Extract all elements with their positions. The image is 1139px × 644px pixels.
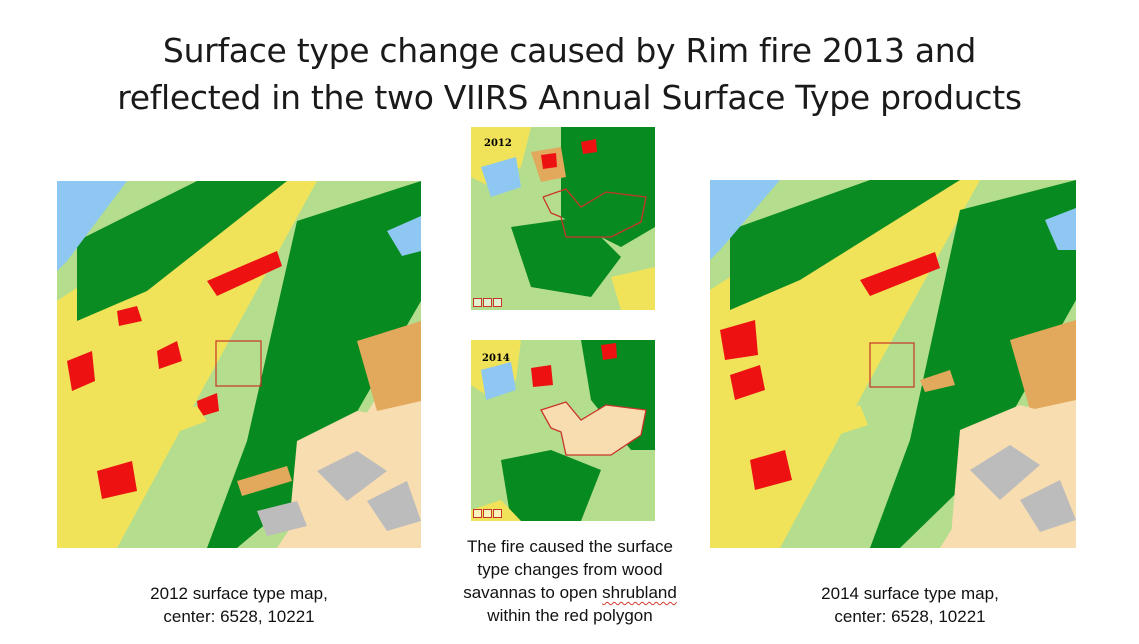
center-caption-line-3a: savannas to open (463, 583, 603, 602)
grid-icon (473, 298, 482, 307)
inset-tool-icons-2012 (473, 298, 502, 307)
grid-icon (473, 509, 482, 518)
inset-year-label-2012: 2012 (484, 138, 512, 149)
grid-icon (483, 509, 492, 518)
map-2014-surface-type (710, 180, 1076, 548)
slide-title-line-2: reflected in the two VIIRS Annual Surfac… (117, 78, 1022, 117)
map-2012-surface-type (57, 181, 421, 548)
center-caption-line-3: savannas to open shrubland (432, 581, 708, 604)
inset-year-label-2014: 2014 (482, 353, 510, 364)
inset-tool-icons-2014 (473, 509, 502, 518)
center-caption-line-4: within the red polygon (487, 606, 653, 625)
left-map-caption: 2012 surface type map, center: 6528, 102… (109, 582, 369, 628)
left-caption-line-2: center: 6528, 10221 (163, 607, 315, 626)
left-caption-line-1: 2012 surface type map, (150, 584, 328, 603)
right-map-caption: 2014 surface type map, center: 6528, 102… (780, 582, 1040, 628)
grid-icon (493, 509, 502, 518)
center-caption-line-2: type changes from wood (477, 560, 663, 579)
slide-title-line-1: Surface type change caused by Rim fire 2… (162, 31, 977, 70)
right-caption-line-2: center: 6528, 10221 (834, 607, 986, 626)
grid-icon (493, 298, 502, 307)
inset-map-2012: 2012 (471, 127, 655, 310)
grid-icon (483, 298, 492, 307)
right-caption-line-1: 2014 surface type map, (821, 584, 999, 603)
spellcheck-flagged-word: shrubland (602, 583, 677, 602)
center-caption-line-1: The fire caused the surface (466, 537, 673, 556)
center-caption: The fire caused the surface type changes… (432, 535, 708, 627)
inset-map-2014: 2014 (471, 340, 655, 521)
